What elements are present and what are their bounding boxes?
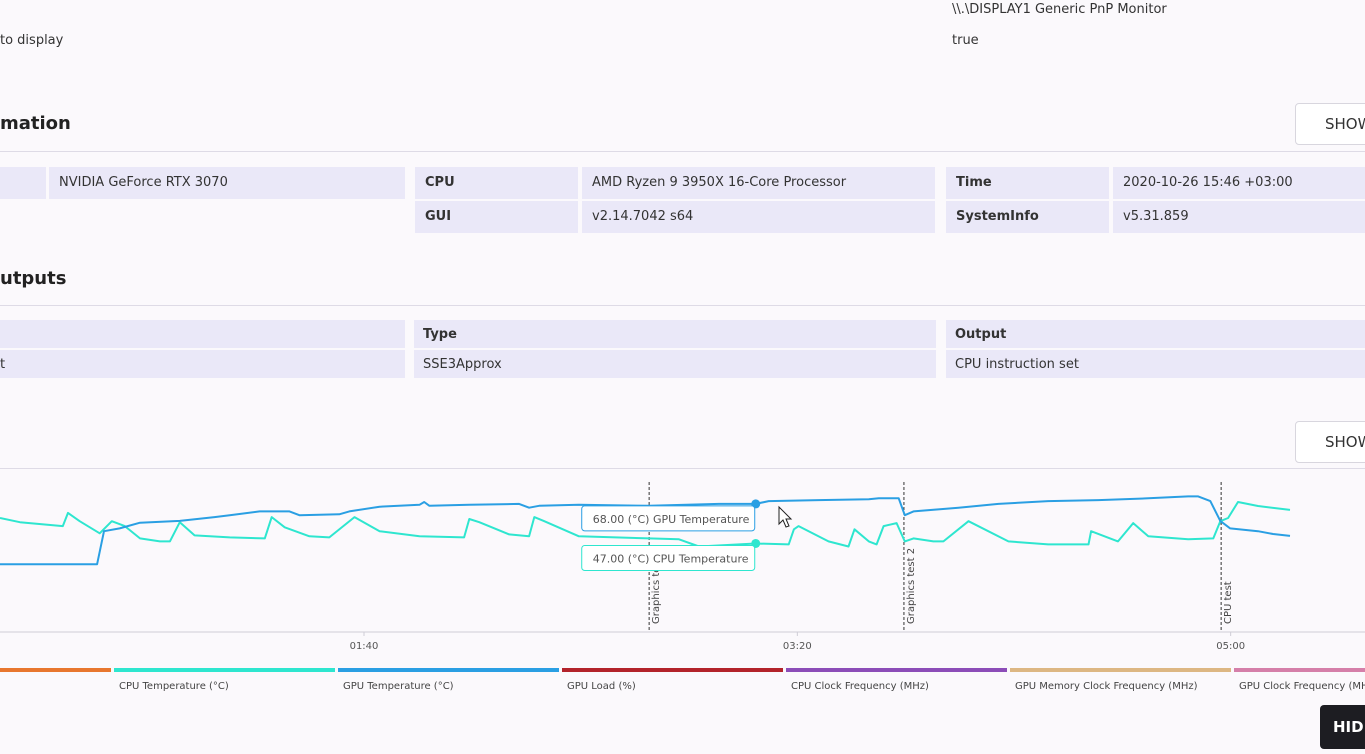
legend-swatch <box>786 668 1007 672</box>
cell: SSE3Approx <box>414 350 936 378</box>
cell: v2.14.7042 s64 <box>582 201 935 233</box>
x-tick-label: 01:40 <box>350 641 379 652</box>
cell: SystemInfo <box>946 201 1109 233</box>
section-title: utputs <box>0 268 67 289</box>
cell: CPU instruction set <box>946 350 1365 378</box>
text: to display <box>0 33 64 48</box>
legend-swatch <box>1234 668 1365 672</box>
event-label: Graphics test 2 <box>906 548 917 624</box>
legend-swatch <box>562 668 783 672</box>
cell: Type <box>414 320 936 348</box>
legend-label: CPU Clock Frequency (MHz) <box>791 681 929 692</box>
series-line <box>0 501 1291 548</box>
hide-button[interactable]: HIDE <box>1320 705 1365 749</box>
text: true <box>952 33 979 48</box>
divider <box>0 151 1365 152</box>
cell: CPU <box>415 167 578 199</box>
show-button[interactable]: SHOW <box>1295 421 1365 463</box>
cell: NVIDIA GeForce RTX 3070 <box>49 167 405 199</box>
event-label: Graphics test 1 <box>651 548 662 624</box>
legend-swatch <box>0 668 111 672</box>
tooltip-text: 68.00 (°C) GPU Temperature <box>593 513 750 526</box>
cursor <box>778 505 793 528</box>
legend-label: CPU Temperature (°C) <box>119 681 229 692</box>
cell: v5.31.859 <box>1113 201 1365 233</box>
tooltip <box>581 544 756 571</box>
event-label: CPU test <box>1223 581 1234 624</box>
x-tick-label: 03:20 <box>783 641 812 652</box>
tooltip-text: 47.00 (°C) CPU Temperature <box>593 552 749 565</box>
cell <box>0 167 46 199</box>
cell: AMD Ryzen 9 3950X 16-Core Processor <box>582 167 935 199</box>
cell: 2020-10-26 15:46 +03:00 <box>1113 167 1365 199</box>
cell: GUI <box>415 201 578 233</box>
legend-label: GPU Temperature (°C) <box>343 681 454 692</box>
text: \\.\DISPLAY1 Generic PnP Monitor <box>952 2 1167 17</box>
divider <box>0 305 1365 306</box>
cell: t <box>0 350 405 378</box>
legend-label: GPU Clock Frequency (MHz) <box>1239 681 1365 692</box>
legend-swatch <box>338 668 559 672</box>
section-title: mation <box>0 113 71 134</box>
legend-label: GPU Load (%) <box>567 681 636 692</box>
legend-swatch <box>114 668 335 672</box>
legend-label: GPU Memory Clock Frequency (MHz) <box>1015 681 1198 692</box>
cell: Output <box>946 320 1365 348</box>
x-tick-label: 05:00 <box>1216 641 1245 652</box>
divider <box>0 468 1365 469</box>
legend-swatch <box>1010 668 1231 672</box>
tooltip <box>581 505 756 532</box>
cell: Time <box>946 167 1109 199</box>
show-button[interactable]: SHOW <box>1295 103 1365 145</box>
cell <box>0 320 405 348</box>
